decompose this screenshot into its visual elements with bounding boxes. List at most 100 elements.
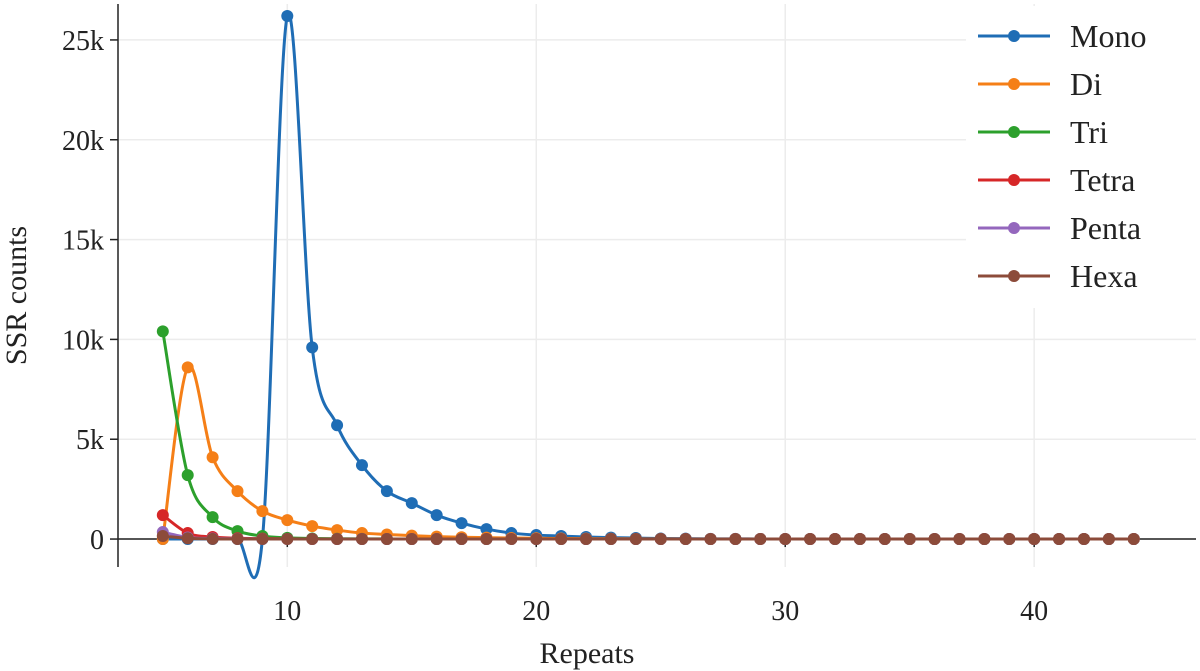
series-penta [156, 526, 1140, 545]
data-point-hexa [380, 532, 393, 545]
data-point-hexa [480, 532, 493, 545]
legend-swatch-marker [1008, 222, 1020, 234]
data-point-di [206, 451, 219, 464]
data-point-hexa [306, 532, 319, 545]
data-point-di [306, 520, 319, 533]
legend-item-di: Di [978, 66, 1102, 102]
data-point-tri [156, 325, 169, 338]
y-tick-label: 10k [62, 325, 104, 356]
data-point-hexa [1003, 532, 1016, 545]
data-point-hexa [1127, 532, 1140, 545]
data-point-hexa [604, 532, 617, 545]
data-point-hexa [654, 532, 667, 545]
data-point-hexa [729, 532, 742, 545]
legend-swatch-marker [1008, 126, 1020, 138]
legend-item-hexa: Hexa [978, 258, 1138, 294]
legend-item-mono: Mono [978, 18, 1146, 54]
data-point-hexa [181, 532, 194, 545]
data-point-tetra [156, 509, 169, 522]
y-tick-label: 15k [62, 226, 104, 257]
data-point-hexa [779, 532, 792, 545]
data-point-mono [430, 509, 443, 522]
data-point-hexa [679, 532, 692, 545]
series-layer [156, 9, 1140, 580]
series-line-di [161, 364, 1134, 541]
data-point-hexa [1053, 532, 1066, 545]
data-point-hexa [156, 530, 169, 543]
legend-swatch-marker [1008, 270, 1020, 282]
data-point-hexa [878, 532, 891, 545]
data-point-di [281, 514, 294, 527]
data-point-mono [480, 523, 493, 536]
data-point-tri [181, 469, 194, 482]
data-point-hexa [281, 532, 294, 545]
series-di [156, 361, 1140, 546]
legend-item-tetra: Tetra [978, 162, 1135, 198]
series-line-hexa [162, 534, 1134, 541]
data-point-mono [281, 9, 294, 22]
legend-item-tri: Tri [978, 114, 1108, 150]
legend-label: Tetra [1070, 162, 1135, 198]
data-point-hexa [1077, 532, 1090, 545]
series-tri [156, 325, 1140, 545]
y-tick-label: 5k [76, 425, 104, 456]
data-point-hexa [704, 532, 717, 545]
data-point-di [331, 524, 344, 537]
data-point-hexa [555, 532, 568, 545]
x-axis-title: Repeats [540, 637, 635, 670]
data-point-hexa [530, 532, 543, 545]
legend-label: Di [1070, 66, 1102, 102]
data-point-mono [331, 419, 344, 432]
y-tick-label: 25k [62, 26, 104, 57]
legend-background [966, 6, 1196, 308]
legend-label: Mono [1070, 18, 1146, 54]
legend-swatch-marker [1008, 30, 1020, 42]
data-point-tri [206, 511, 219, 524]
data-point-hexa [580, 532, 593, 545]
x-tick-label: 40 [1020, 596, 1048, 627]
data-point-hexa [1102, 532, 1115, 545]
legend-item-penta: Penta [978, 210, 1141, 246]
series-line-tri [161, 331, 1134, 541]
data-point-hexa [978, 532, 991, 545]
legend-swatch-marker [1008, 174, 1020, 186]
data-point-mono [405, 497, 418, 510]
data-point-hexa [405, 532, 418, 545]
legend: Mono Di Tri Tetra Penta Hexa [966, 6, 1196, 308]
data-point-hexa [355, 532, 368, 545]
data-point-hexa [256, 532, 269, 545]
y-tick-label: 0 [90, 525, 104, 556]
data-point-hexa [629, 532, 642, 545]
data-point-hexa [206, 532, 219, 545]
data-point-hexa [754, 532, 767, 545]
data-point-hexa [853, 532, 866, 545]
data-point-mono [306, 341, 319, 354]
data-point-hexa [231, 532, 244, 545]
data-point-di [231, 485, 244, 498]
legend-label: Penta [1070, 210, 1141, 246]
x-tick-label: 20 [522, 596, 550, 627]
data-point-di [181, 361, 194, 374]
data-point-mono [455, 517, 468, 530]
data-point-hexa [331, 532, 344, 545]
data-point-hexa [505, 532, 518, 545]
y-tick-label: 20k [62, 126, 104, 157]
series-hexa [156, 530, 1140, 545]
data-point-hexa [953, 532, 966, 545]
data-point-mono [355, 459, 368, 472]
data-point-hexa [455, 532, 468, 545]
data-point-hexa [928, 532, 941, 545]
data-point-hexa [430, 532, 443, 545]
data-point-hexa [1028, 532, 1041, 545]
legend-swatch-marker [1008, 78, 1020, 90]
data-point-di [256, 505, 269, 518]
x-tick-label: 10 [273, 596, 301, 627]
data-point-mono [380, 485, 393, 498]
x-tick-label: 30 [771, 596, 799, 627]
data-point-hexa [903, 532, 916, 545]
legend-label: Hexa [1070, 258, 1138, 294]
data-point-hexa [829, 532, 842, 545]
y-axis-title: SSR counts [0, 226, 33, 365]
data-point-hexa [804, 532, 817, 545]
legend-label: Tri [1070, 114, 1108, 150]
